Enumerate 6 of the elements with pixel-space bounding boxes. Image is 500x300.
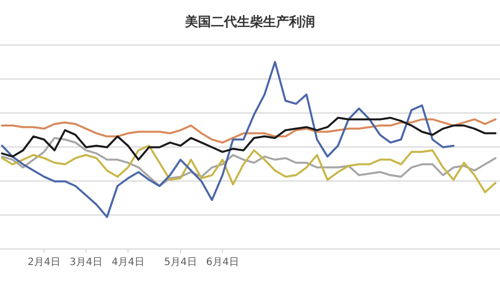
x-tick-label: 2月4日 [28, 257, 60, 268]
x-tick-label: 3月4日 [70, 257, 102, 268]
chart-title: 美国二代生柴生产利润 [184, 14, 315, 30]
x-tick-label: 5月4日 [164, 257, 197, 268]
x-tick-label: 6月4日 [206, 257, 239, 268]
x-tick-label: 4月4日 [112, 257, 144, 268]
